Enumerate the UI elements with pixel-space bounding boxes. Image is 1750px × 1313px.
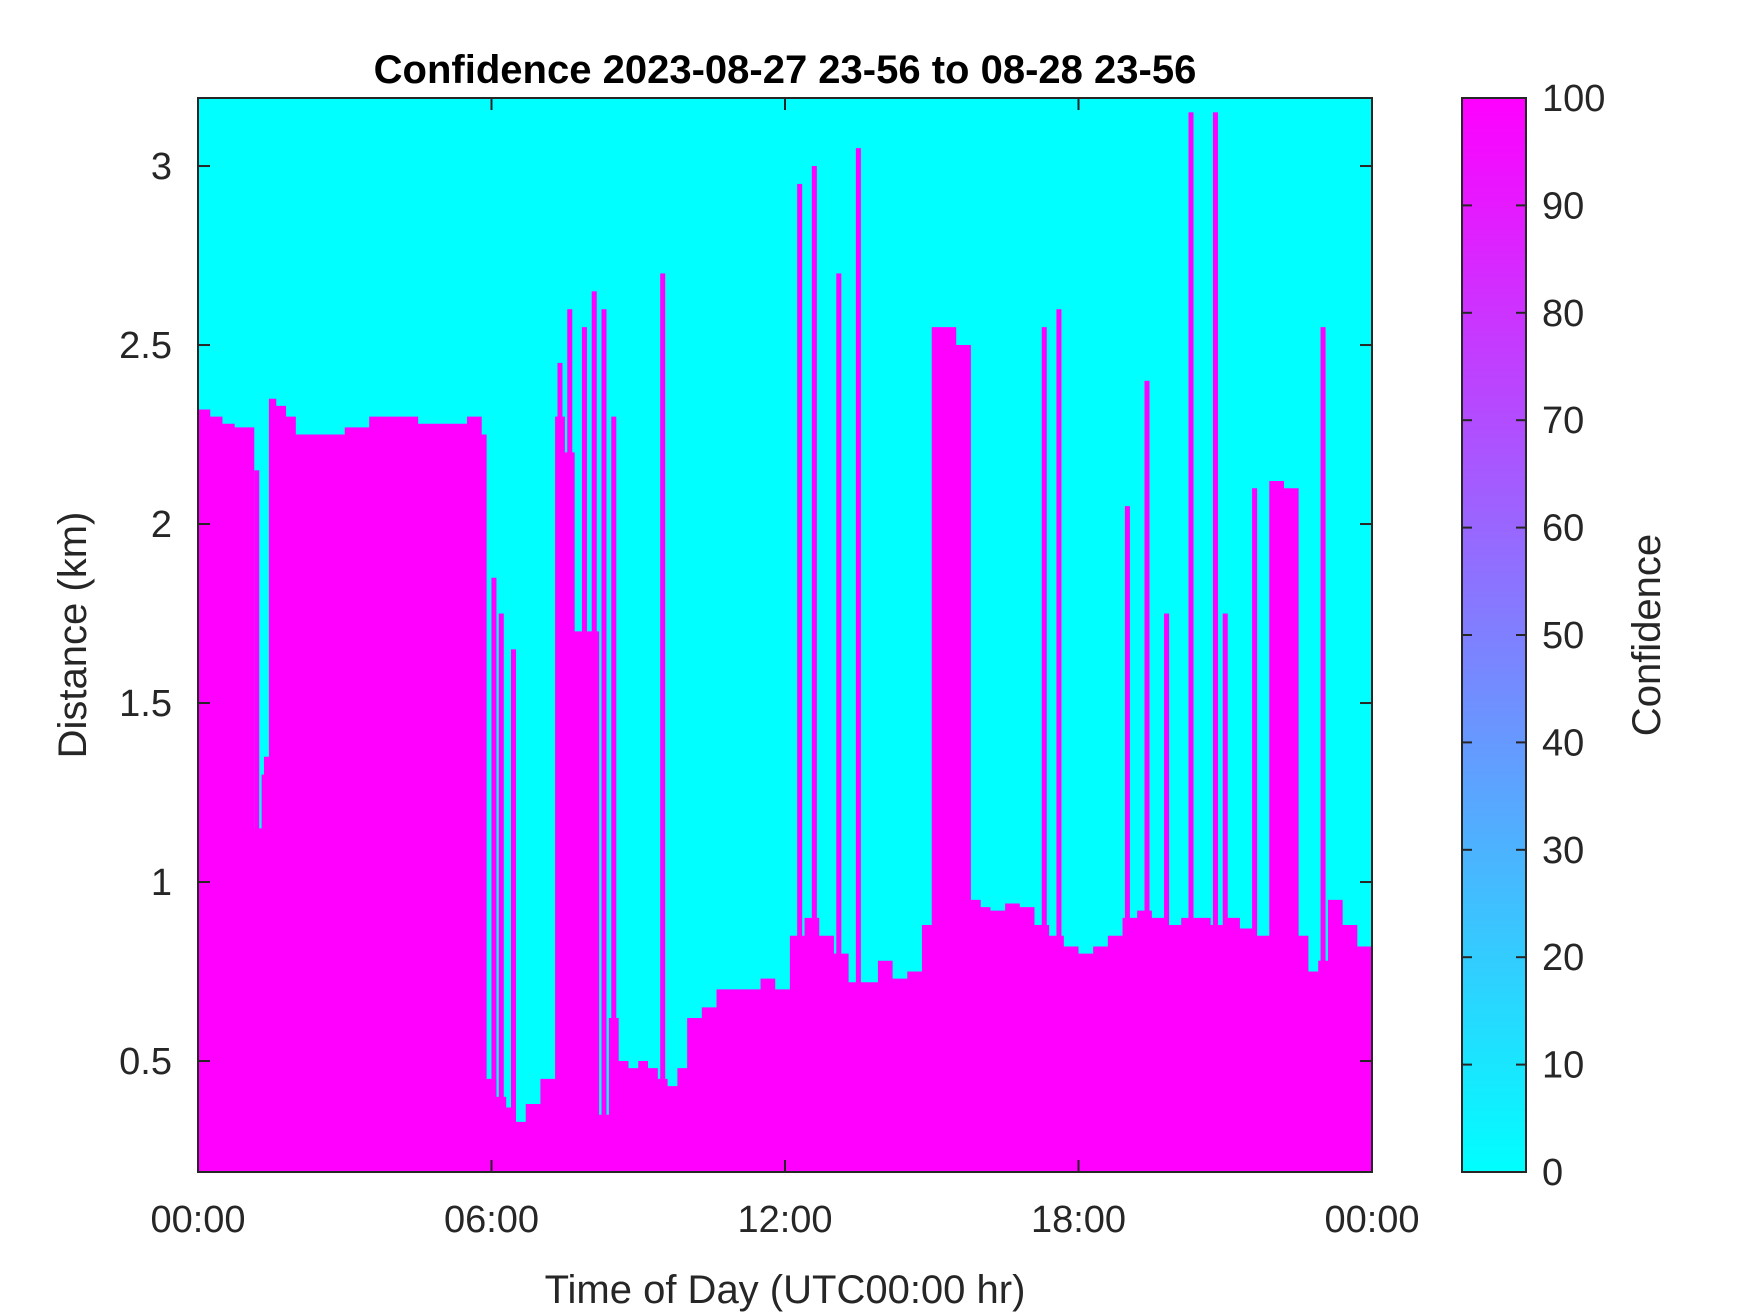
y-tick-label: 1: [151, 862, 172, 904]
high-confidence-spike: [1056, 309, 1062, 1172]
y-tick-label: 1.5: [119, 683, 172, 725]
y-tick-label: 0.5: [119, 1041, 172, 1083]
colorbar-tick-label: 0: [1542, 1152, 1563, 1194]
y-tick-label: 2: [151, 504, 172, 546]
high-confidence-area: [198, 327, 1372, 1172]
high-confidence-spike: [263, 756, 269, 1172]
colorbar-tick-label: 20: [1542, 937, 1584, 979]
high-confidence-spike: [1252, 488, 1258, 1172]
high-confidence-spike: [1041, 327, 1047, 1172]
colorbar-tick-label: 30: [1542, 830, 1584, 872]
high-confidence-spike: [836, 273, 842, 1172]
colorbar-ticks: 0 10 20 30 40 50 60 70 80 90 100: [1462, 78, 1605, 1194]
x-tick-label: 00:00: [150, 1199, 245, 1241]
high-confidence-spike: [557, 362, 563, 1172]
high-confidence-spike: [491, 577, 497, 1172]
chart-title: Confidence 2023-08-27 23-56 to 08-28 23-…: [374, 48, 1197, 92]
high-confidence-spike: [811, 166, 817, 1172]
high-confidence-spike: [1271, 506, 1277, 1172]
y-tick-label: 3: [151, 146, 172, 188]
colorbar-tick-label: 90: [1542, 185, 1584, 227]
colorbar-tick-label: 50: [1542, 615, 1584, 657]
high-confidence-spike: [855, 148, 861, 1172]
high-confidence-spike: [254, 470, 260, 1172]
high-confidence-spike: [498, 613, 504, 1172]
high-confidence-spike: [958, 345, 964, 1172]
colorbar-label: Confidence: [1625, 534, 1669, 736]
colorbar-tick-label: 60: [1542, 508, 1584, 550]
high-confidence-spike: [1164, 613, 1170, 1172]
high-confidence-spike: [797, 183, 803, 1172]
colorbar-tick-label: 100: [1542, 78, 1605, 120]
high-confidence-spike: [567, 309, 573, 1172]
high-confidence-spike: [660, 273, 666, 1172]
colorbar-tick-label: 10: [1542, 1045, 1584, 1087]
high-confidence-spike: [511, 649, 517, 1172]
x-tick-label: 18:00: [1031, 1199, 1126, 1241]
high-confidence-spike: [601, 309, 607, 1172]
x-tick-label: 12:00: [737, 1199, 832, 1241]
colorbar-tick-label: 80: [1542, 293, 1584, 335]
x-tick-label: 06:00: [444, 1199, 539, 1241]
colorbar-tick-label: 70: [1542, 400, 1584, 442]
high-confidence-spike: [591, 291, 597, 1172]
colorbar-tick-label: 40: [1542, 722, 1584, 764]
high-confidence-spike: [1320, 327, 1326, 1172]
y-tick-label: 2.5: [119, 325, 172, 367]
high-confidence-spike: [1222, 613, 1228, 1172]
axes-layer: 00:00 06:00 12:00 18:00 00:00 0.5 1 1.5 2 2.5 3: [119, 97, 1420, 1241]
high-confidence-spike: [1144, 380, 1150, 1172]
high-confidence-spike: [1188, 112, 1194, 1172]
high-confidence-spike: [611, 416, 617, 1172]
high-confidence-spike: [1212, 112, 1218, 1172]
high-confidence-spike: [581, 327, 587, 1172]
x-tick-label: 00:00: [1324, 1199, 1419, 1241]
heatmap-layer: [198, 112, 1372, 1172]
y-axis-label: Distance (km): [51, 512, 95, 759]
x-axis-label: Time of Day (UTC00:00 hr): [545, 1268, 1026, 1312]
high-confidence-spike: [1124, 506, 1130, 1172]
